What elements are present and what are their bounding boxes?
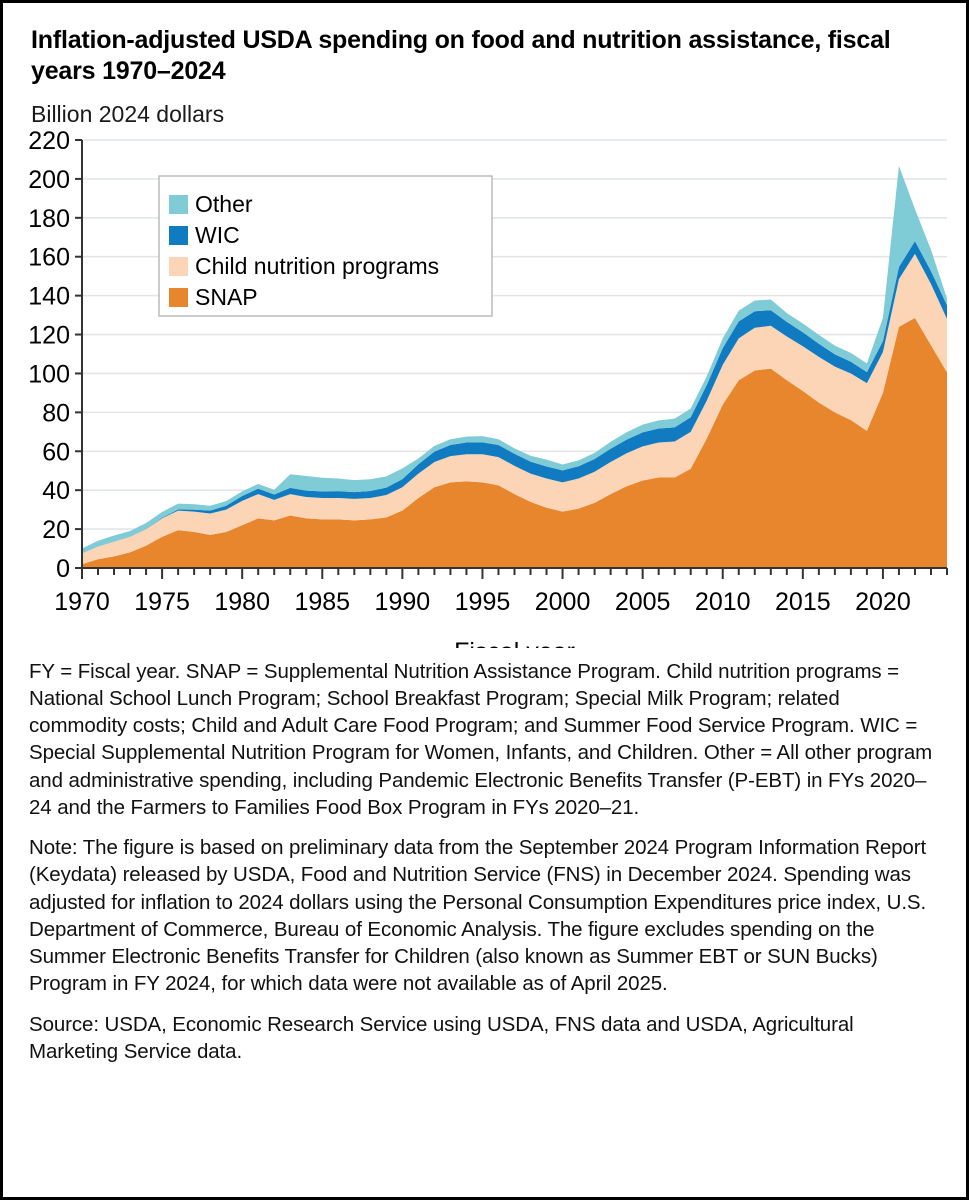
area-series-group bbox=[82, 165, 947, 568]
figure-note: Note: The figure is based on preliminary… bbox=[29, 836, 927, 996]
source-note: Source: USDA, Economic Research Service … bbox=[29, 1012, 854, 1063]
x-tick-label: 1975 bbox=[134, 588, 190, 616]
y-tick-label: 200 bbox=[28, 165, 70, 193]
y-tick-label: 60 bbox=[42, 438, 70, 466]
legend-label-1: WIC bbox=[195, 222, 240, 248]
legend-label-0: Other bbox=[195, 191, 253, 217]
y-tick-label: 220 bbox=[28, 128, 70, 155]
legend-label-3: SNAP bbox=[195, 284, 258, 310]
y-tick-label: 160 bbox=[28, 243, 70, 271]
x-tick-label: 2005 bbox=[615, 588, 671, 616]
notes-block: FY = Fiscal year. SNAP = Supplemental Nu… bbox=[3, 648, 966, 1066]
x-axis-title: Fiscal year bbox=[454, 638, 575, 648]
y-tick-label: 0 bbox=[56, 555, 70, 583]
y-tick-label: 140 bbox=[28, 282, 70, 310]
legend-swatch-2 bbox=[169, 256, 188, 276]
x-tick-label: 1980 bbox=[214, 588, 270, 616]
x-tick-label: 2010 bbox=[695, 588, 751, 616]
x-tick-label: 2020 bbox=[855, 588, 911, 616]
definitions-note: FY = Fiscal year. SNAP = Supplemental Nu… bbox=[29, 659, 933, 819]
stacked-area-chart: 0 20 40 60 80 100 120 140 160 180 200 220 1970 1975 19… bbox=[28, 128, 948, 648]
chart-legend: Other WIC Child nutrition programs SNAP bbox=[158, 174, 493, 317]
x-tick-label: 2015 bbox=[775, 588, 831, 616]
axes: 0 20 40 60 80 100 120 140 160 180 200 220 1970 1975 19… bbox=[28, 128, 948, 616]
area-child-nutrition-programs bbox=[82, 253, 947, 564]
y-tick-label: 80 bbox=[42, 399, 70, 427]
area-snap bbox=[82, 317, 947, 568]
x-tick-label: 1995 bbox=[455, 588, 511, 616]
legend-swatch-1 bbox=[169, 225, 188, 245]
x-tick-label: 1970 bbox=[54, 588, 110, 616]
y-tick-label: 180 bbox=[28, 204, 70, 232]
title-block: Inflation-adjusted USDA spending on food… bbox=[3, 3, 966, 87]
legend-box bbox=[158, 174, 493, 317]
chart-area: 0 20 40 60 80 100 120 140 160 180 200 220 1970 1975 19… bbox=[3, 128, 969, 648]
x-tick-label: 1985 bbox=[294, 588, 350, 616]
legend-swatch-0 bbox=[169, 194, 188, 214]
y-tick-label: 20 bbox=[42, 516, 70, 544]
y-axis-title: Billion 2024 dollars bbox=[31, 100, 225, 127]
legend-label-2: Child nutrition programs bbox=[195, 253, 439, 279]
x-tick-label: 1990 bbox=[375, 588, 431, 616]
page-title: Inflation-adjusted USDA spending on food… bbox=[31, 26, 891, 85]
legend-swatch-3 bbox=[169, 287, 188, 307]
y-tick-label: 100 bbox=[28, 360, 70, 388]
y-tick-label: 40 bbox=[42, 477, 70, 505]
y-tick-label: 120 bbox=[28, 321, 70, 349]
x-tick-label: 2000 bbox=[535, 588, 591, 616]
